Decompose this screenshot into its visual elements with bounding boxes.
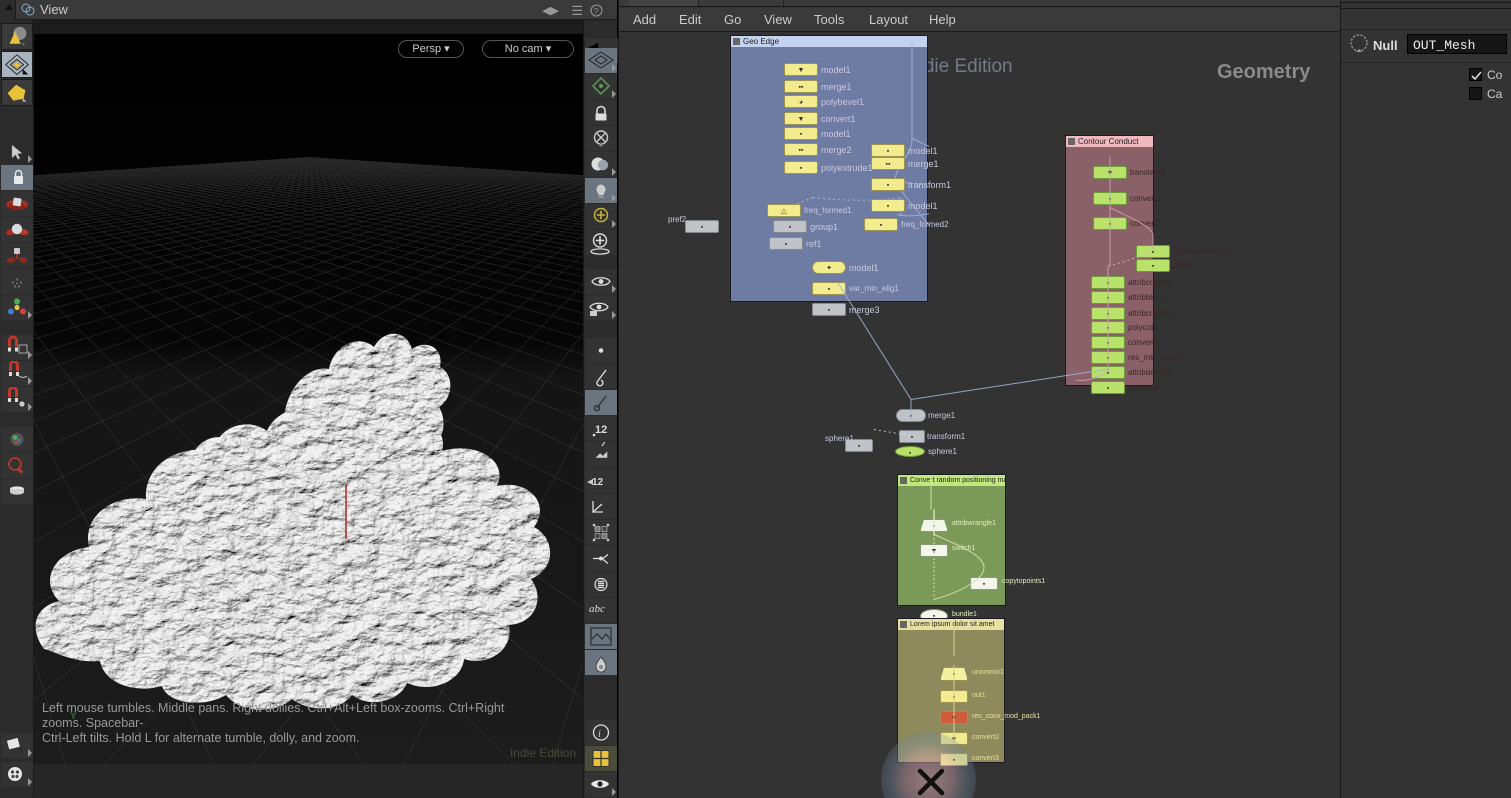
svg-text:?: ? xyxy=(594,7,599,16)
